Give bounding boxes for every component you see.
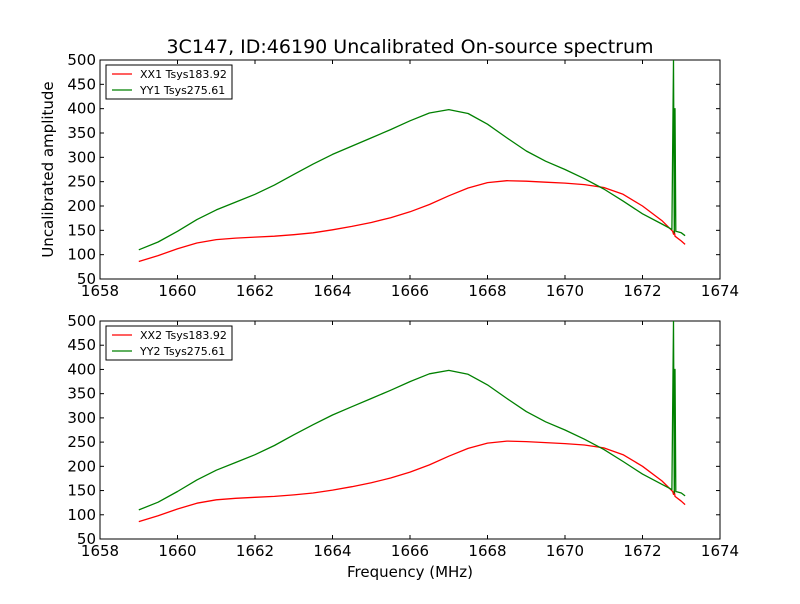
y-tick-label: 400 [67,360,96,378]
y-tick-label: 400 [67,100,96,118]
x-tick-label: 1672 [623,282,661,300]
y-tick-label: 350 [67,385,96,403]
x-tick-label: 1674 [701,282,739,300]
y-tick-label: 100 [67,506,96,524]
y-tick-label: 150 [67,482,96,500]
x-tick-label: 1666 [391,282,429,300]
y-tick-label: 250 [67,433,96,451]
x-tick-label: 1660 [158,282,196,300]
x-tick-label: 1660 [158,542,196,560]
series-line-xx2 [138,440,686,523]
y-tick-label: 350 [67,124,96,142]
x-tick-label: 1658 [81,542,119,560]
y-tick-label: 200 [67,457,96,475]
y-tick-label: 50 [77,530,96,548]
y-tick-label: 500 [67,51,96,69]
legend-label: XX2 Tsys183.92 [140,329,227,342]
legend-label: YY2 Tsys275.61 [139,345,225,358]
y-axis-label: Uncalibrated amplitude [39,81,57,257]
x-tick-label: 1664 [313,542,351,560]
x-tick-label: 1662 [236,282,274,300]
legend-label: YY1 Tsys275.61 [139,84,225,97]
y-tick-label: 450 [67,336,96,354]
y-tick-label: 300 [67,409,96,427]
chart-title: 3C147, ID:46190 Uncalibrated On-source s… [166,36,653,58]
series-line-xx1 [138,180,686,263]
x-tick-label: 1668 [468,542,506,560]
legend-box [105,64,233,100]
top-panel: 1658 1660 1662 1664 1666 1668 1670 1672 1674 50 10… [39,51,739,300]
x-tick-label: 1670 [546,542,584,560]
y-tick-label: 50 [77,270,96,288]
legend-box [105,325,233,361]
x-tick-label: 1664 [313,282,351,300]
x-tick-label: 1670 [546,282,584,300]
y-tick-label: 500 [67,312,96,330]
y-tick-label: 100 [67,246,96,264]
x-tick-label: 1672 [623,542,661,560]
x-tick-label: 1674 [701,542,739,560]
legend-label: XX1 Tsys183.92 [140,68,227,81]
bottom-panel: 1658 1660 1662 1664 1666 1668 1670 1672 1674 50 10… [67,312,739,560]
y-tick-label: 300 [67,148,96,166]
y-tick-label: 450 [67,75,96,93]
series-line-yy2 [138,321,686,511]
x-tick-label: 1658 [81,282,119,300]
y-tick-label: 150 [67,221,96,239]
series-line-yy1 [138,60,686,251]
x-tick-label: 1662 [236,542,274,560]
y-tick-label: 250 [67,173,96,191]
x-tick-label: 1668 [468,282,506,300]
x-tick-label: 1666 [391,542,429,560]
y-tick-label: 200 [67,197,96,215]
x-axis-label: Frequency (MHz) [347,563,473,581]
